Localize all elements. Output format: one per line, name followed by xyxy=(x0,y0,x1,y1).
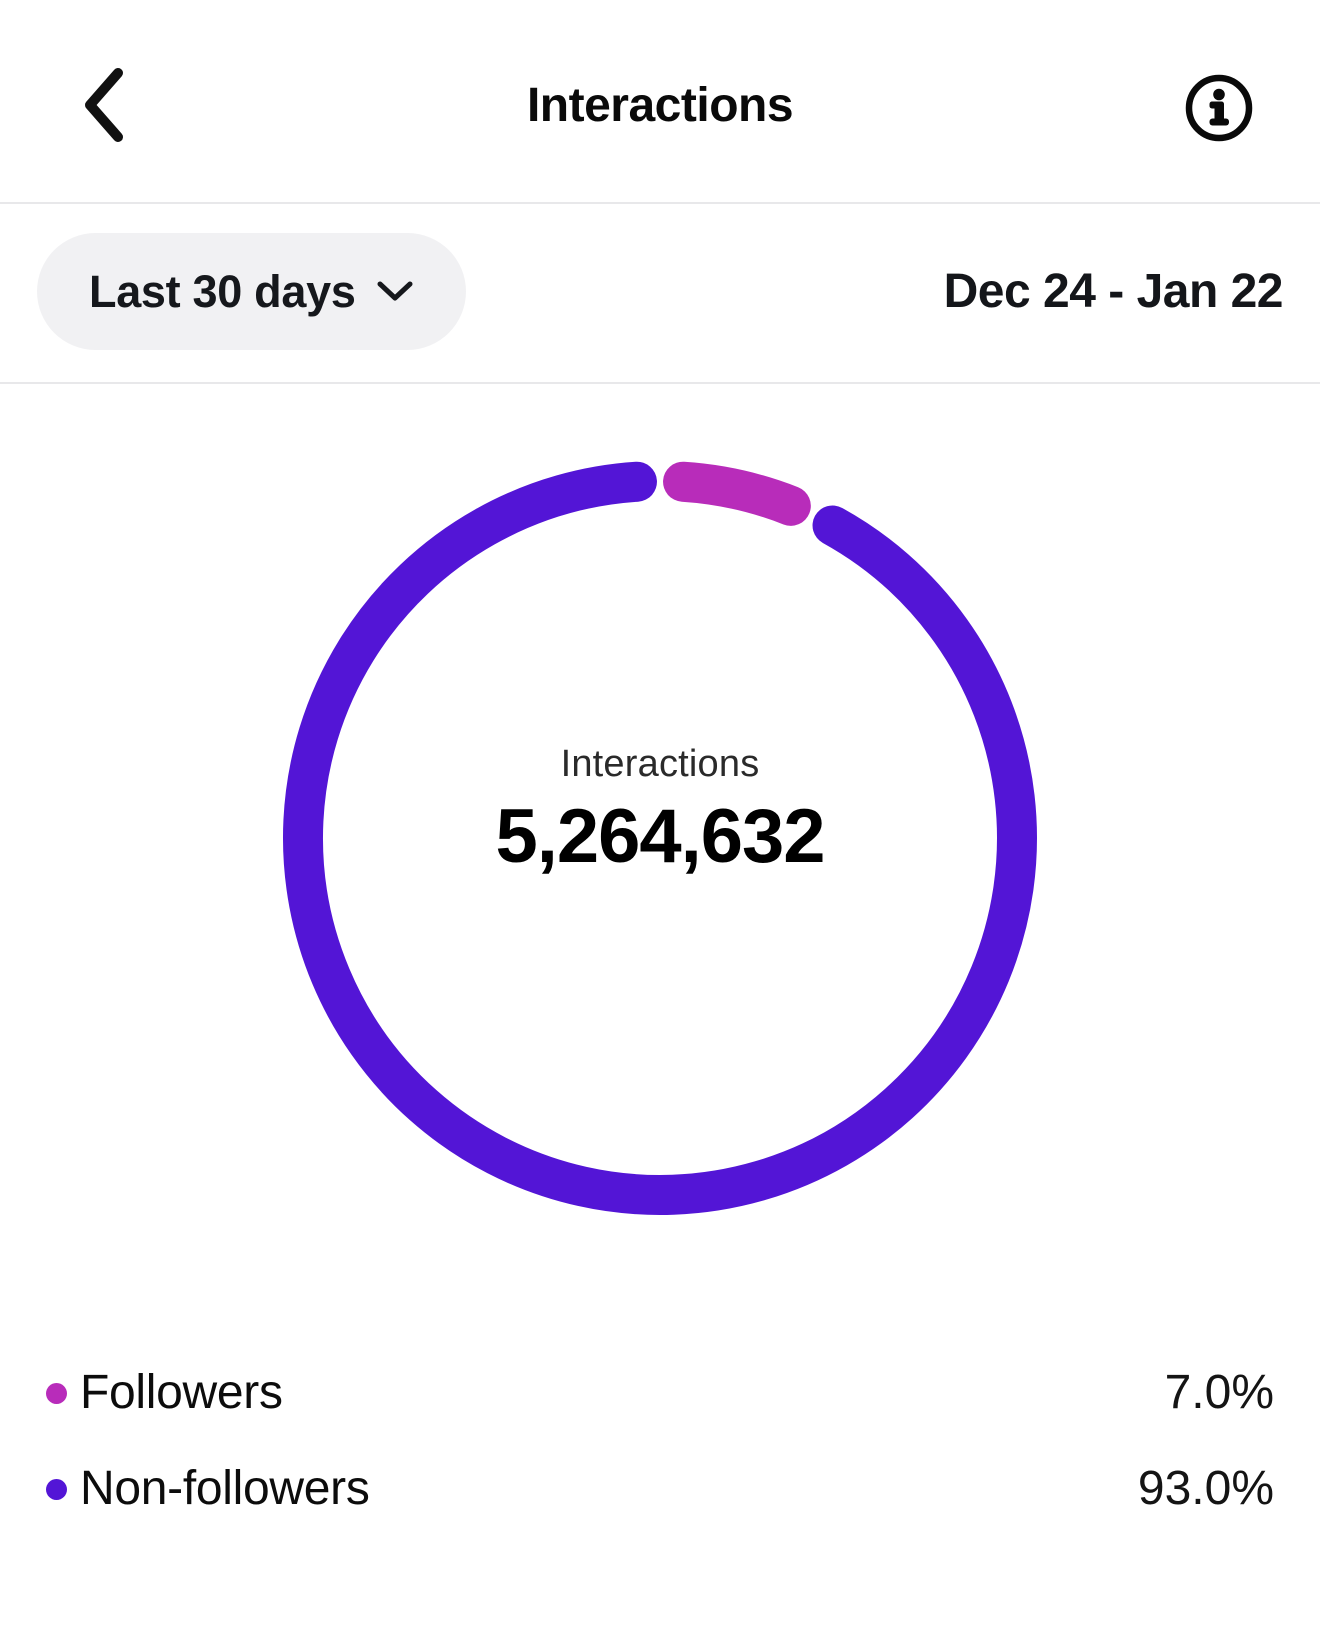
chevron-left-icon xyxy=(85,68,123,142)
legend-value: 93.0% xyxy=(1137,1462,1274,1515)
date-range-label: Dec 24 - Jan 22 xyxy=(943,265,1284,318)
legend-row-followers: Followers 7.0% xyxy=(0,1365,1320,1421)
period-selector-label: Last 30 days xyxy=(89,265,356,317)
header-divider xyxy=(0,202,1320,204)
period-selector[interactable]: Last 30 days xyxy=(37,233,466,350)
filter-divider xyxy=(0,382,1320,384)
chevron-down-icon xyxy=(377,281,413,301)
non-followers-dot-icon xyxy=(46,1478,67,1500)
back-button[interactable] xyxy=(72,62,136,148)
legend-label: Followers xyxy=(80,1366,283,1419)
legend-label: Non-followers xyxy=(80,1462,370,1515)
donut-center-value: 5,264,632 xyxy=(495,794,825,879)
page-title: Interactions xyxy=(526,79,794,132)
legend-value: 7.0% xyxy=(1164,1366,1274,1419)
header: Interactions xyxy=(0,0,1320,202)
followers-dot-icon xyxy=(46,1382,67,1404)
legend-row-non-followers: Non-followers 93.0% xyxy=(0,1461,1320,1517)
donut-center-label: Interactions xyxy=(560,743,760,785)
donut-segment-non-followers xyxy=(283,461,1037,1215)
info-button[interactable] xyxy=(1182,71,1256,145)
info-icon xyxy=(1185,74,1253,142)
donut-segment-followers xyxy=(663,461,811,526)
